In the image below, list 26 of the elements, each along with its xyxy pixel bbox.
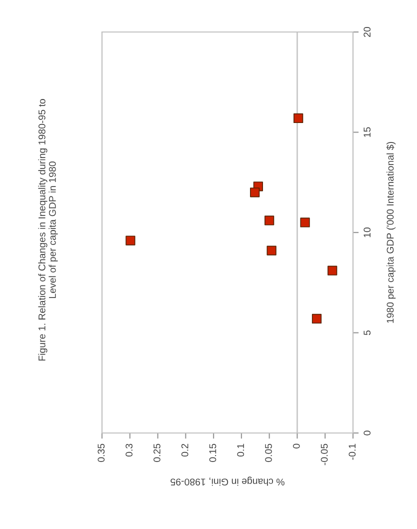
x-tick-label: 0.15	[209, 444, 216, 462]
x-tick-label: 0.3	[126, 444, 132, 457]
point	[328, 266, 338, 276]
point	[294, 113, 304, 124]
y-axis-title: 1980 per capita GDP ('000 International $)	[386, 142, 396, 323]
x-tick-label: 0.1	[237, 444, 244, 457]
point	[250, 188, 260, 198]
point	[266, 246, 276, 256]
y-tick-label: 10	[364, 227, 371, 238]
y-tick-label: 0	[364, 430, 371, 436]
x-tick-label: 0.2	[181, 444, 188, 457]
point	[126, 236, 136, 246]
y-tick-label: 20	[364, 26, 371, 37]
x-tick-label: 0.35	[98, 444, 105, 462]
x-tick-label: 0	[292, 444, 300, 448]
y-tick-label: 5	[364, 330, 371, 336]
point	[300, 218, 310, 228]
x-tick-label: 0.05	[265, 444, 272, 462]
x-tick-label: -0.05	[320, 444, 328, 466]
x-tick-label: -0.1	[348, 444, 356, 460]
x-tick-label: 0.25	[154, 444, 160, 462]
x-axis-title: % change in Gini, 1980-95	[170, 476, 284, 486]
y-tick-label: 15	[364, 127, 371, 137]
point	[312, 314, 322, 324]
text: Figure 1. Relation of Changes in Inequality during 1980-95 to Level of per capita GDP in 1980	[38, 99, 58, 361]
point	[264, 216, 274, 226]
